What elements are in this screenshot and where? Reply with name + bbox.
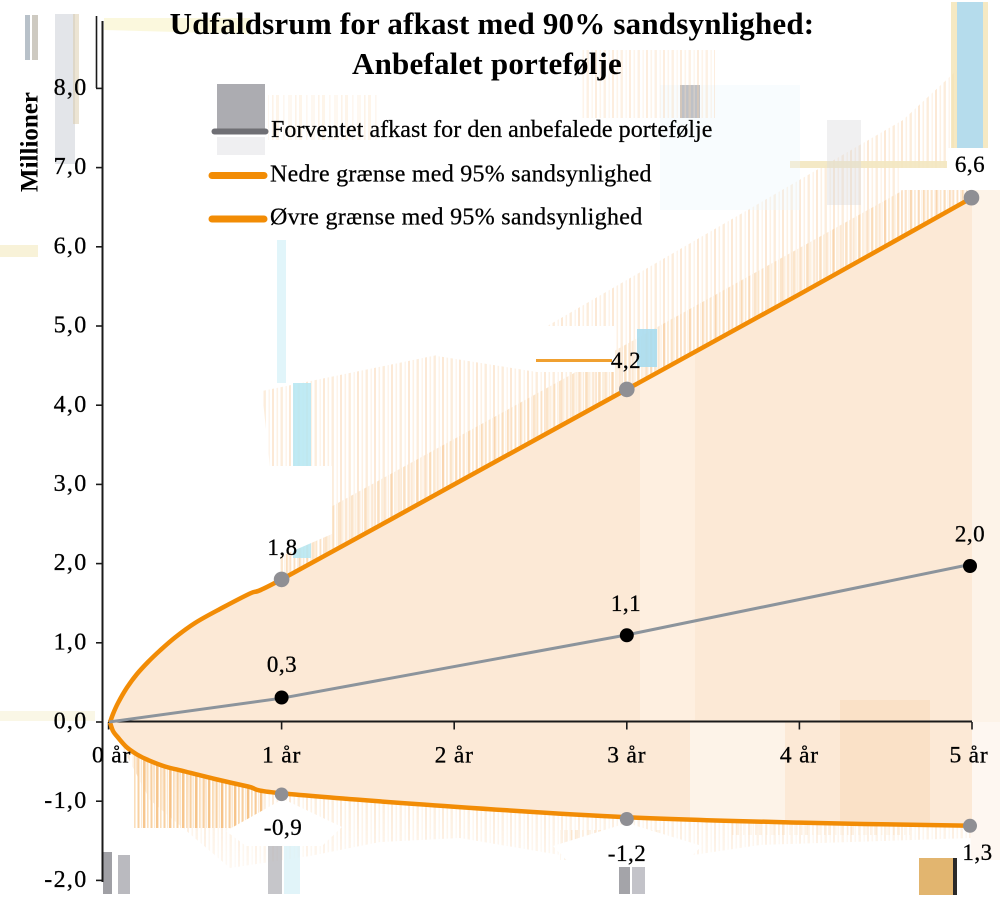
- svg-text:1,8: 1,8: [267, 535, 297, 560]
- svg-text:5,0: 5,0: [54, 313, 88, 339]
- svg-text:Millioner: Millioner: [17, 92, 44, 192]
- svg-text:1,1: 1,1: [611, 591, 641, 616]
- svg-text:3 år: 3 år: [607, 743, 646, 769]
- svg-text:-1,0: -1,0: [44, 788, 87, 814]
- svg-text:1 år: 1 år: [262, 743, 301, 769]
- svg-text:-0,9: -0,9: [264, 815, 302, 840]
- svg-text:0,0: 0,0: [54, 709, 88, 735]
- svg-text:Anbefalet portefølje: Anbefalet portefølje: [352, 46, 622, 81]
- svg-text:4 år: 4 år: [780, 743, 819, 769]
- svg-text:6,6: 6,6: [955, 152, 985, 177]
- svg-text:1,3: 1,3: [962, 840, 992, 865]
- svg-text:2,0: 2,0: [54, 550, 88, 576]
- svg-text:3,0: 3,0: [54, 471, 88, 497]
- svg-text:Udfaldsrum for afkast med 90%: Udfaldsrum for afkast med 90% sandsynlig…: [170, 6, 815, 41]
- svg-text:4,2: 4,2: [611, 348, 641, 373]
- svg-text:Forventet afkast for den anbef: Forventet afkast for den anbefalede port…: [271, 117, 712, 143]
- svg-text:8,0: 8,0: [54, 75, 88, 101]
- svg-text:Nedre grænse med 95% sandsynli: Nedre grænse med 95% sandsynlighed: [270, 162, 652, 188]
- svg-text:0,3: 0,3: [267, 652, 297, 677]
- svg-text:Øvre grænse med 95% sandsynlig: Øvre grænse med 95% sandsynlighed: [270, 205, 643, 231]
- svg-text:5 år: 5 år: [949, 743, 988, 769]
- svg-text:-1,2: -1,2: [608, 841, 646, 866]
- svg-text:4,0: 4,0: [54, 392, 88, 418]
- svg-text:7,0: 7,0: [54, 154, 88, 180]
- svg-text:1,0: 1,0: [54, 629, 88, 655]
- svg-text:2 år: 2 år: [435, 743, 474, 769]
- svg-text:6,0: 6,0: [54, 233, 88, 259]
- svg-text:2,0: 2,0: [955, 522, 985, 547]
- svg-text:0 år: 0 år: [92, 743, 131, 769]
- svg-text:-2,0: -2,0: [44, 867, 87, 893]
